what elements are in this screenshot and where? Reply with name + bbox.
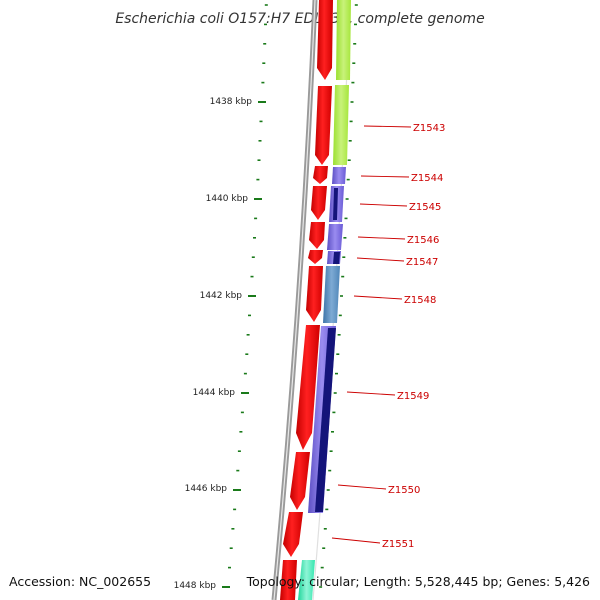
- cds-arrow-7: [306, 266, 323, 322]
- kbp-label: 1448 kbp: [174, 581, 217, 591]
- gene-connector: [353, 295, 403, 300]
- cds-arrow-5: [309, 222, 325, 249]
- gene-connector: [360, 175, 410, 178]
- gene-connector: [357, 236, 406, 240]
- feature-block-navy-3: [315, 328, 336, 512]
- gene-label-z1544: Z1544: [411, 173, 443, 184]
- kbp-label: 1442 kbp: [200, 291, 243, 301]
- cds-arrow-9: [290, 452, 310, 510]
- feature-block-steel: [323, 266, 340, 323]
- map-title: Escherichia coli O157:H7 EDL933, complet…: [115, 11, 484, 27]
- kbp-label: 1444 kbp: [193, 388, 236, 398]
- topology-text: Topology: circular; Length: 5,528,445 bp…: [246, 574, 590, 589]
- cds-arrow-11: [280, 560, 297, 600]
- gene-label-z1547: Z1547: [406, 257, 438, 268]
- gene-label-z1543: Z1543: [413, 123, 445, 134]
- feature-block-teal: [298, 560, 315, 600]
- outer-tick-marks: [319, 4, 358, 588]
- feature-block-navy-2: [333, 252, 340, 264]
- kbp-label: 1446 kbp: [185, 484, 228, 494]
- cds-arrow-1: [317, 0, 333, 80]
- cds-arrow-6: [308, 250, 323, 264]
- cds-arrow-4: [311, 186, 327, 220]
- feature-block-purple-3: [327, 224, 343, 250]
- gene-connector: [331, 537, 381, 544]
- accession-text: Accession: NC_002655: [9, 574, 151, 589]
- backbone-inner: [273, 0, 316, 600]
- inner-tick-marks: [228, 4, 268, 569]
- feature-block-purple-1: [332, 167, 346, 184]
- gene-connector: [356, 257, 405, 262]
- feature-block-lime-2: [333, 85, 349, 165]
- feature-block-navy-1: [333, 188, 338, 220]
- kbp-label: 1438 kbp: [210, 97, 253, 107]
- gene-label-z1546: Z1546: [407, 235, 439, 246]
- cds-arrow-10: [283, 512, 303, 557]
- gene-label-z1550: Z1550: [388, 485, 420, 496]
- cds-arrow-3: [313, 166, 328, 184]
- gene-connector: [363, 125, 412, 128]
- kbp-label: 1440 kbp: [206, 194, 249, 204]
- cds-arrow-2: [315, 86, 332, 165]
- gene-connector: [337, 484, 387, 490]
- gene-label-z1549: Z1549: [397, 391, 429, 402]
- feature-block-lime-1: [336, 0, 351, 80]
- gene-connector: [359, 203, 408, 207]
- cds-arrow-8: [296, 325, 320, 450]
- gene-label-z1545: Z1545: [409, 202, 441, 213]
- gene-connector: [346, 391, 396, 396]
- gene-label-z1548: Z1548: [404, 295, 436, 306]
- gene-label-z1551: Z1551: [382, 539, 414, 550]
